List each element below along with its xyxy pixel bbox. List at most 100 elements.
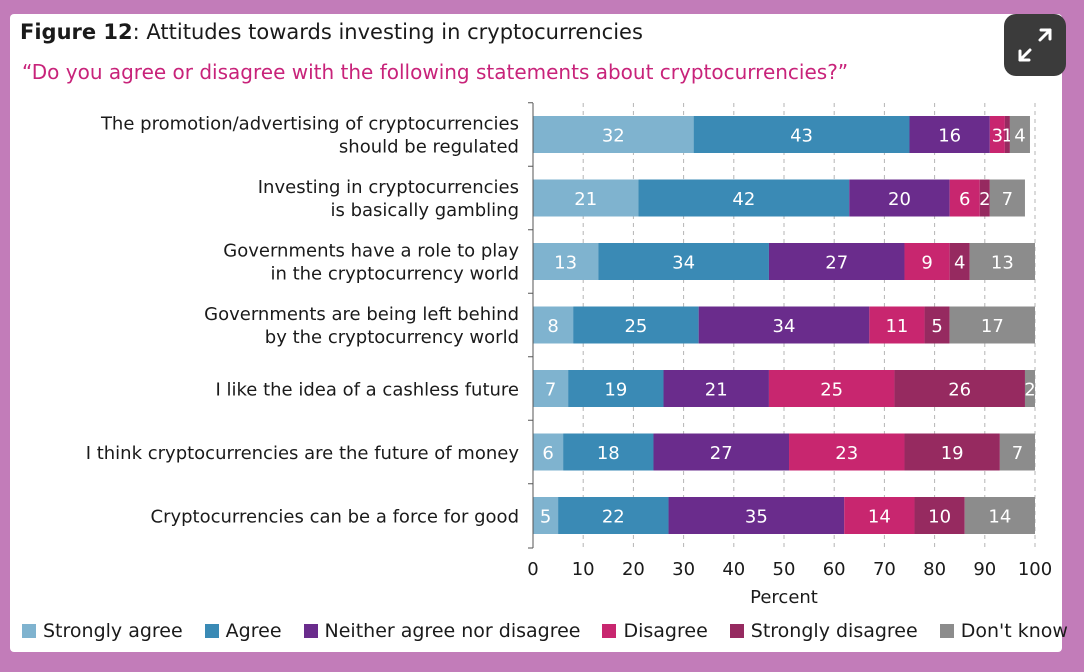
bar-segment-agree — [573, 306, 699, 344]
bar-segment-strongly-disagree — [924, 306, 950, 344]
data-label: 6 — [959, 189, 970, 210]
x-tick-label: 90 — [973, 559, 996, 580]
bar-segment-don-t-know — [989, 179, 1025, 217]
data-label: 27 — [825, 253, 848, 274]
data-label: 2 — [979, 189, 990, 210]
legend-item: Agree — [204, 620, 282, 642]
bar-segment-neither-agree-nor-disagree — [653, 433, 790, 471]
chart-legend: Strongly agree Agree Neither agree nor dis… — [22, 620, 1068, 642]
legend-swatch — [939, 624, 954, 638]
bar-segment-strongly-agree — [533, 116, 694, 153]
bar-segment-strongly-disagree — [904, 433, 1000, 471]
data-label: 13 — [554, 253, 577, 274]
figure-title: Figure 12: Attitudes towards investing i… — [20, 20, 643, 44]
legend-item: Don't know — [939, 620, 1068, 642]
category-label-line: Governments have a role to play — [223, 241, 519, 262]
data-label: 9 — [921, 253, 932, 274]
bar-segment-don-t-know — [999, 433, 1035, 471]
figure-label: Figure 12 — [20, 20, 133, 44]
bar-segment-disagree — [768, 370, 895, 407]
category-label-line: is basically gambling — [331, 200, 520, 221]
expand-button[interactable] — [1004, 14, 1066, 76]
x-tick-label: 70 — [873, 559, 896, 580]
bar-segment-agree — [638, 179, 850, 217]
category-label-line: Investing in cryptocurrencies — [258, 177, 519, 198]
data-label: 21 — [705, 380, 728, 401]
data-label: 14 — [988, 507, 1011, 528]
data-label: 25 — [820, 380, 843, 401]
bar-segment-disagree — [904, 243, 950, 280]
data-label: 35 — [745, 507, 768, 528]
x-tick-label: 20 — [622, 559, 645, 580]
data-label: 7 — [545, 380, 556, 401]
legend-swatch — [602, 624, 617, 638]
category-label: I like the idea of a cashless future — [215, 380, 519, 401]
data-label: 21 — [574, 189, 597, 210]
category-label-line: should be regulated — [339, 137, 519, 158]
category-label-line: in the cryptocurrency world — [270, 264, 519, 285]
x-tick-label: 100 — [1018, 559, 1052, 580]
bar-segment-strongly-agree — [533, 179, 639, 217]
data-label: 22 — [602, 507, 625, 528]
bar-segment-strongly-disagree — [894, 370, 1025, 407]
category-label: The promotion/advertising of cryptocurre… — [100, 114, 519, 158]
bar-segment-don-t-know — [949, 306, 1035, 344]
figure-title-text: : Attitudes towards investing in cryptoc… — [132, 20, 643, 44]
category-label: I think cryptocurrencies are the future … — [86, 443, 520, 464]
bar-segment-don-t-know — [964, 497, 1035, 534]
bar-segment-disagree — [949, 179, 980, 217]
bar-segment-strongly-disagree — [1004, 116, 1010, 153]
category-label: Investing in cryptocurrencies is basicall… — [258, 177, 519, 221]
data-label: 16 — [938, 126, 961, 147]
category-label: Governments are being left behind by the … — [204, 304, 519, 348]
x-tick-label: 10 — [572, 559, 595, 580]
x-tick-label: 30 — [672, 559, 695, 580]
figure-subtitle: “Do you agree or disagree with the follo… — [22, 60, 849, 84]
data-label: 2 — [1024, 380, 1035, 401]
bar-segment-agree — [563, 433, 654, 471]
bar-segment-agree — [568, 370, 664, 407]
x-tick-label: 60 — [823, 559, 846, 580]
data-label: 5 — [931, 316, 942, 337]
data-label: 32 — [602, 126, 625, 147]
bar-segment-strongly-agree — [533, 497, 559, 534]
x-tick-label: 50 — [773, 559, 796, 580]
x-tick-label: 0 — [527, 559, 538, 580]
bar-segment-neither-agree-nor-disagree — [663, 370, 769, 407]
bar-segment-strongly-disagree — [914, 497, 965, 534]
legend-label: Strongly agree — [43, 620, 183, 642]
legend-swatch — [729, 624, 744, 638]
category-label: Cryptocurrencies can be a force for good — [151, 507, 520, 528]
bar-segment-neither-agree-nor-disagree — [668, 497, 845, 534]
bar-segment-don-t-know — [1009, 116, 1030, 153]
data-label: 25 — [624, 316, 647, 337]
data-label: 7 — [1012, 443, 1023, 464]
bar-segment-neither-agree-nor-disagree — [849, 179, 950, 217]
bar-segment-neither-agree-nor-disagree — [909, 116, 990, 153]
bar-segment-strongly-agree — [533, 433, 564, 471]
data-label: 8 — [547, 316, 558, 337]
data-label: 1 — [1002, 126, 1013, 147]
legend-label: Agree — [225, 620, 282, 642]
legend-item: Strongly disagree — [729, 620, 918, 642]
data-label: 10 — [928, 507, 951, 528]
data-label: 11 — [885, 316, 908, 337]
data-label: 34 — [773, 316, 796, 337]
category-label-line: by the cryptocurrency world — [265, 327, 519, 348]
bar-segment-strongly-disagree — [979, 179, 990, 217]
legend-item: Disagree — [602, 620, 708, 642]
data-label: 26 — [948, 380, 971, 401]
data-label: 27 — [710, 443, 733, 464]
bar-segment-neither-agree-nor-disagree — [698, 306, 870, 344]
legend-item: Neither agree nor disagree — [303, 620, 580, 642]
data-label: 7 — [1002, 189, 1013, 210]
data-label: 19 — [941, 443, 964, 464]
category-label: Governments have a role to play in the cr… — [223, 241, 519, 285]
bar-segment-strongly-agree — [533, 370, 569, 407]
bar-segment-strongly-disagree — [949, 243, 970, 280]
data-label: 19 — [604, 380, 627, 401]
legend-label: Disagree — [623, 620, 708, 642]
bar-segment-disagree — [989, 116, 1005, 153]
legend-label: Don't know — [960, 620, 1068, 642]
